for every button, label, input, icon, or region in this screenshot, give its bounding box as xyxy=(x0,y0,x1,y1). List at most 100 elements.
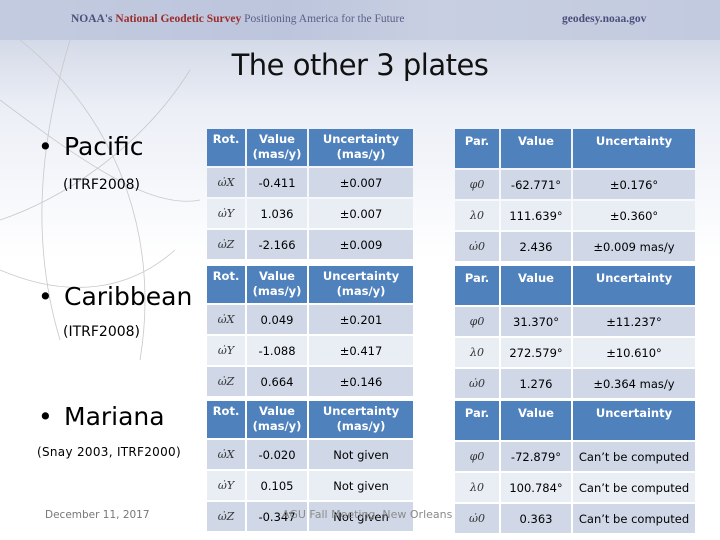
table-row: ω̇Z -2.166 ±0.009 xyxy=(207,230,413,259)
plate-label-pacific: • Pacific xyxy=(38,132,144,161)
table-row: λ0 100.784° Can’t be computed xyxy=(455,473,695,502)
pole-symbol: ω̇0 xyxy=(455,504,499,533)
plate-label-mariana: • Mariana xyxy=(38,402,165,431)
header-unc-line2: (mas/y) xyxy=(336,284,386,298)
header-par: Par. xyxy=(455,266,499,305)
pole-value: 111.639° xyxy=(501,201,571,230)
pole-uncertainty: ±10.610° xyxy=(573,338,695,367)
ngs-banner: NOAA's National Geodetic Survey Position… xyxy=(0,0,720,40)
rotation-value: 0.105 xyxy=(247,471,307,500)
table-row: ω̇X -0.020 Not given xyxy=(207,440,413,469)
rotation-uncertainty: ±0.007 xyxy=(309,199,413,228)
header-value: Value xyxy=(501,266,571,305)
bullet-icon: • xyxy=(38,132,53,161)
rotation-uncertainty: Not given xyxy=(309,502,413,531)
pole-uncertainty: ±0.364 mas/y xyxy=(573,369,695,398)
rotation-symbol: ω̇X xyxy=(207,305,245,334)
bullet-icon: • xyxy=(38,402,53,431)
pole-value: 272.579° xyxy=(501,338,571,367)
plate-reference-mariana: (Snay 2003, ITRF2000) xyxy=(37,445,181,459)
rotation-value: -0.347 xyxy=(247,502,307,531)
pole-value: 1.276 xyxy=(501,369,571,398)
header-unc-line1: Uncertainty xyxy=(322,269,400,283)
header-unc-line1: Uncertainty xyxy=(322,404,400,418)
table-row: λ0 272.579° ±10.610° xyxy=(455,338,695,367)
pole-value: 100.784° xyxy=(501,473,571,502)
header-value: Value (mas/y) xyxy=(247,266,307,303)
header-value-line1: Value xyxy=(259,269,295,283)
table-row: ω̇0 2.436 ±0.009 mas/y xyxy=(455,232,695,261)
table-row: ω̇Y 0.105 Not given xyxy=(207,471,413,500)
pole-symbol: λ0 xyxy=(455,338,499,367)
pole-value: 31.370° xyxy=(501,307,571,336)
banner-org: NOAA's xyxy=(71,13,113,25)
table-row: φ0 -62.771° ±0.176° xyxy=(455,170,695,199)
table-header-row: Par. Value Uncertainty xyxy=(455,129,695,168)
pole-value: -62.771° xyxy=(501,170,571,199)
pole-symbol: φ0 xyxy=(455,170,499,199)
rotation-uncertainty: ±0.007 xyxy=(309,168,413,197)
header-rot: Rot. xyxy=(207,266,245,303)
plate-reference-pacific: (ITRF2008) xyxy=(63,177,141,193)
header-uncertainty: Uncertainty (mas/y) xyxy=(309,401,413,438)
rotation-symbol: ω̇Y xyxy=(207,199,245,228)
rotation-value: 0.664 xyxy=(247,367,307,396)
rotation-value: -0.020 xyxy=(247,440,307,469)
pole-table-caribbean: Par. Value Uncertainty φ0 31.370° ±11.237° λ0 2… xyxy=(453,264,697,400)
table-row: ω̇Y 1.036 ±0.007 xyxy=(207,199,413,228)
rotation-symbol: ω̇Y xyxy=(207,471,245,500)
rotation-table-mariana: Rot. Value (mas/y) Uncertainty (mas/y) ω̇X -0.… xyxy=(205,399,415,533)
header-value: Value (mas/y) xyxy=(247,129,307,166)
table-row: ω̇X -0.411 ±0.007 xyxy=(207,168,413,197)
rotation-symbol: ω̇X xyxy=(207,440,245,469)
rotation-uncertainty: ±0.146 xyxy=(309,367,413,396)
rotation-value: -1.088 xyxy=(247,336,307,365)
pole-uncertainty: Can’t be computed xyxy=(573,442,695,471)
pole-symbol: φ0 xyxy=(455,307,499,336)
table-header-row: Par. Value Uncertainty xyxy=(455,266,695,305)
header-par: Par. xyxy=(455,129,499,168)
header-value-line2: (mas/y) xyxy=(252,419,302,433)
rotation-table-pacific: Rot. Value (mas/y) Uncertainty (mas/y) ω̇X -0.… xyxy=(205,127,415,261)
pole-uncertainty: ±0.360° xyxy=(573,201,695,230)
header-rot: Rot. xyxy=(207,129,245,166)
plate-label-caribbean: • Caribbean xyxy=(38,282,193,311)
header-rot: Rot. xyxy=(207,401,245,438)
pole-symbol: λ0 xyxy=(455,473,499,502)
pole-value: 0.363 xyxy=(501,504,571,533)
rotation-symbol: ω̇Z xyxy=(207,367,245,396)
rotation-uncertainty: ±0.201 xyxy=(309,305,413,334)
table-header-row: Par. Value Uncertainty xyxy=(455,401,695,440)
rotation-table-caribbean: Rot. Value (mas/y) Uncertainty (mas/y) ω̇X 0.0… xyxy=(205,264,415,398)
pole-table-mariana: Par. Value Uncertainty φ0 -72.879° Can’t be c… xyxy=(453,399,697,535)
table-header-row: Rot. Value (mas/y) Uncertainty (mas/y) xyxy=(207,129,413,166)
banner-tagline: NOAA's National Geodetic Survey Position… xyxy=(71,13,404,25)
header-unc-line1: Uncertainty xyxy=(322,132,400,146)
header-uncertainty: Uncertainty (mas/y) xyxy=(309,266,413,303)
table-row: ω̇Z 0.664 ±0.146 xyxy=(207,367,413,396)
header-unc-line2: (mas/y) xyxy=(336,147,386,161)
pole-uncertainty: ±0.009 mas/y xyxy=(573,232,695,261)
pole-uncertainty: ±11.237° xyxy=(573,307,695,336)
table-row: φ0 31.370° ±11.237° xyxy=(455,307,695,336)
banner-url: geodesy.noaa.gov xyxy=(562,13,647,25)
pole-symbol: λ0 xyxy=(455,201,499,230)
header-value-line1: Value xyxy=(259,404,295,418)
table-header-row: Rot. Value (mas/y) Uncertainty (mas/y) xyxy=(207,401,413,438)
table-row: φ0 -72.879° Can’t be computed xyxy=(455,442,695,471)
table-header-row: Rot. Value (mas/y) Uncertainty (mas/y) xyxy=(207,266,413,303)
table-row: ω̇X 0.049 ±0.201 xyxy=(207,305,413,334)
pole-value: -72.879° xyxy=(501,442,571,471)
header-value: Value (mas/y) xyxy=(247,401,307,438)
rotation-value: -0.411 xyxy=(247,168,307,197)
bullet-icon: • xyxy=(38,282,53,311)
banner-slogan: Positioning America for the Future xyxy=(244,13,405,25)
pole-symbol: φ0 xyxy=(455,442,499,471)
header-uncertainty: Uncertainty xyxy=(573,266,695,305)
table-row: ω̇0 0.363 Can’t be computed xyxy=(455,504,695,533)
header-uncertainty: Uncertainty xyxy=(573,401,695,440)
header-value: Value xyxy=(501,401,571,440)
plate-reference-caribbean: (ITRF2008) xyxy=(63,324,141,340)
footer-event: AGU Fall Meeting, New Orleans xyxy=(282,508,453,521)
rotation-uncertainty: ±0.417 xyxy=(309,336,413,365)
